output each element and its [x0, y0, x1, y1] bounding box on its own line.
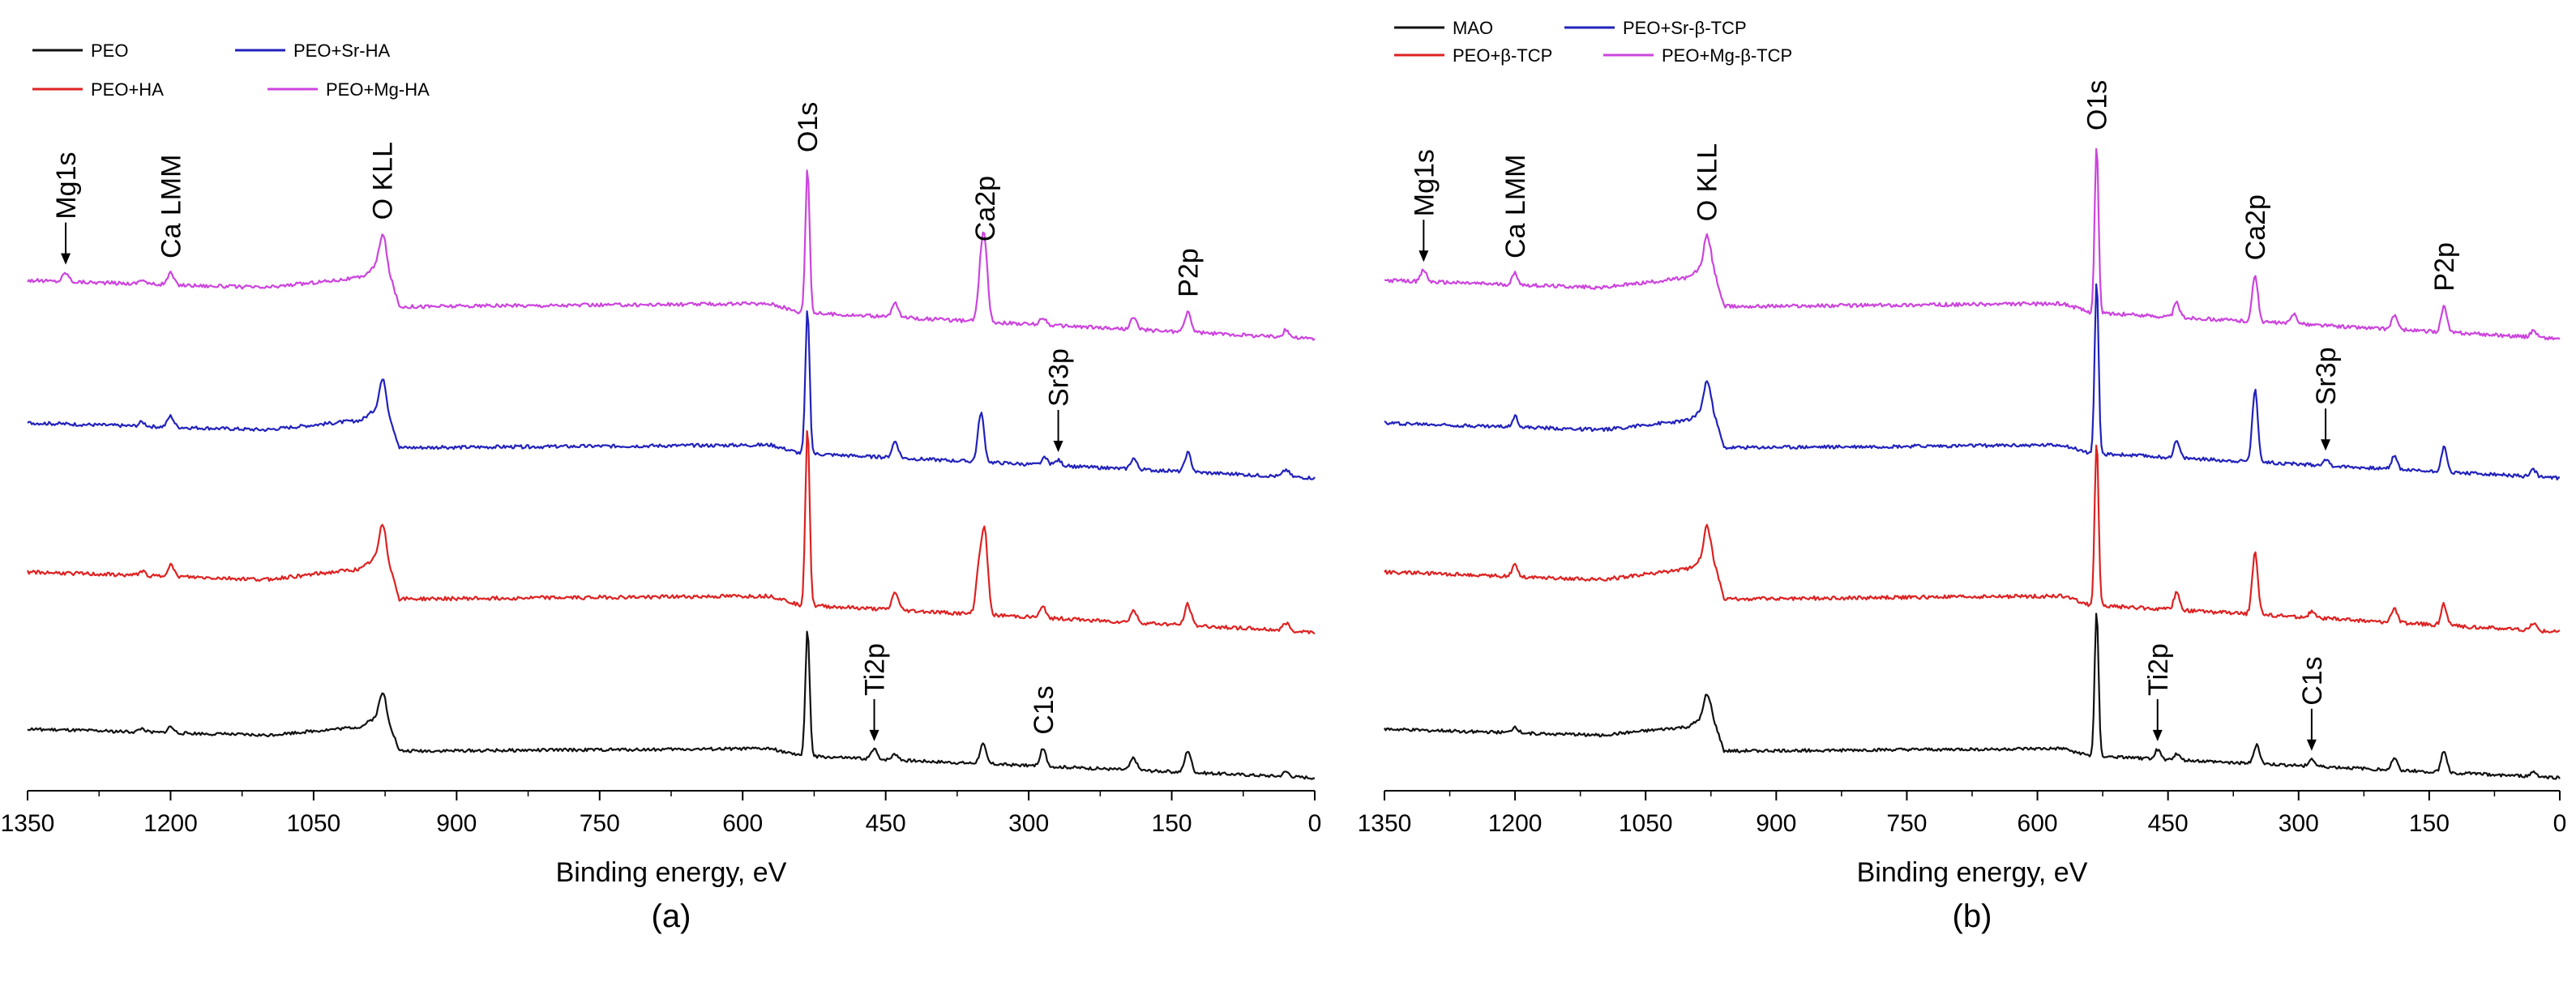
- series-line-peo-beta-tcp: [1384, 444, 2561, 634]
- x-tick-label: 750: [580, 810, 620, 837]
- legend-label-peo-sr-ha: PEO+Sr-HA: [293, 41, 391, 61]
- peak-label-ca2p: Ca2p: [970, 176, 1001, 241]
- x-tick-label: 150: [1152, 810, 1192, 837]
- x-tick-label: 1350: [1358, 810, 1412, 837]
- legend-label-peo-ha: PEO+HA: [91, 79, 164, 100]
- x-tick-label: 0: [1308, 810, 1322, 837]
- legend-label-peo-beta-tcp: PEO+β-TCP: [1453, 45, 1552, 66]
- series-line-mao: [1384, 613, 2561, 780]
- peak-label-p2p: P2p: [1174, 248, 1205, 297]
- peak-label-o1s: O1s: [2082, 80, 2113, 130]
- peak-label-o-kll: O KLL: [368, 142, 399, 220]
- x-tick-label: 900: [436, 810, 477, 837]
- annotation-arrowhead: [1419, 250, 1429, 263]
- legend-label-peo-sr-beta-tcp: PEO+Sr-β-TCP: [1623, 18, 1747, 38]
- peak-label-ti2p: Ti2p: [860, 643, 891, 696]
- legend-label-peo-mg-beta-tcp: PEO+Mg-β-TCP: [1662, 45, 1792, 66]
- panel-label: (b): [1953, 898, 1992, 934]
- peak-label-o-kll: O KLL: [1692, 143, 1722, 221]
- x-tick-label: 0: [2553, 810, 2567, 837]
- peak-label-c1s: C1s: [1029, 685, 1059, 734]
- x-tick-label: 1350: [1, 810, 55, 837]
- peak-label-mg1s: Mg1s: [51, 152, 82, 219]
- annotation-arrowhead: [869, 729, 879, 741]
- annotation-arrowhead: [2306, 739, 2317, 751]
- panel-a: 1350 1200 1050 900 750 600 450 300 150 0 Binding e…: [1, 41, 1322, 934]
- x-tick-label: 750: [1886, 810, 1927, 837]
- x-tick-label: 1050: [287, 810, 341, 837]
- x-tick-label: 300: [2279, 810, 2319, 837]
- x-tick-label: 1050: [1619, 810, 1673, 837]
- x-tick-label: 150: [2409, 810, 2450, 837]
- series-line-peo-mg-ha: [27, 169, 1316, 341]
- annotation-arrowhead: [2152, 729, 2163, 741]
- x-axis-label: Binding energy, eV: [1857, 857, 2088, 888]
- x-tick-label: 600: [2018, 810, 2058, 837]
- legend-label-mao: MAO: [1453, 18, 1493, 38]
- annotation-arrowhead: [1053, 440, 1063, 452]
- x-tick-label: 600: [722, 810, 763, 837]
- series-line-peo-mg-beta-tcp: [1384, 147, 2561, 341]
- legend-label-peo: PEO: [91, 41, 128, 61]
- peak-label-sr3p: Sr3p: [2311, 347, 2342, 405]
- x-tick-label: 450: [866, 810, 906, 837]
- series-line-peo-ha: [26, 429, 1316, 635]
- legend-label-peo-mg-ha: PEO+Mg-HA: [326, 79, 430, 100]
- x-tick-label: 1200: [1488, 810, 1543, 837]
- peak-label-ca-lmm: Ca LMM: [1500, 155, 1531, 258]
- series-line-peo-sr-ha: [27, 310, 1316, 480]
- series-line-peo: [27, 630, 1316, 780]
- x-tick-label: 1200: [143, 810, 198, 837]
- annotation-arrowhead: [61, 253, 71, 265]
- peak-label-sr3p: Sr3p: [1044, 348, 1075, 407]
- x-tick-label: 300: [1008, 810, 1049, 837]
- x-axis-label: Binding energy, eV: [556, 857, 787, 888]
- peak-label-c1s: C1s: [2297, 656, 2328, 705]
- peak-label-p2p: P2p: [2429, 242, 2460, 292]
- x-tick-label: 900: [1756, 810, 1796, 837]
- peak-label-ca-lmm: Ca LMM: [156, 155, 186, 258]
- peak-label-o1s: O1s: [793, 102, 824, 152]
- peak-label-ti2p: Ti2p: [2143, 643, 2174, 696]
- series-line-peo-sr-beta-tcp: [1384, 283, 2561, 481]
- peak-label-ca2p: Ca2p: [2240, 194, 2271, 260]
- annotation-arrowhead: [2321, 439, 2331, 451]
- x-tick-label: 450: [2148, 810, 2189, 837]
- peak-label-mg1s: Mg1s: [1409, 149, 1440, 216]
- panel-b: 1350 1200 1050 900 750 600 450 300 150 0 Binding e…: [1358, 18, 2567, 934]
- panel-label: (a): [652, 898, 691, 934]
